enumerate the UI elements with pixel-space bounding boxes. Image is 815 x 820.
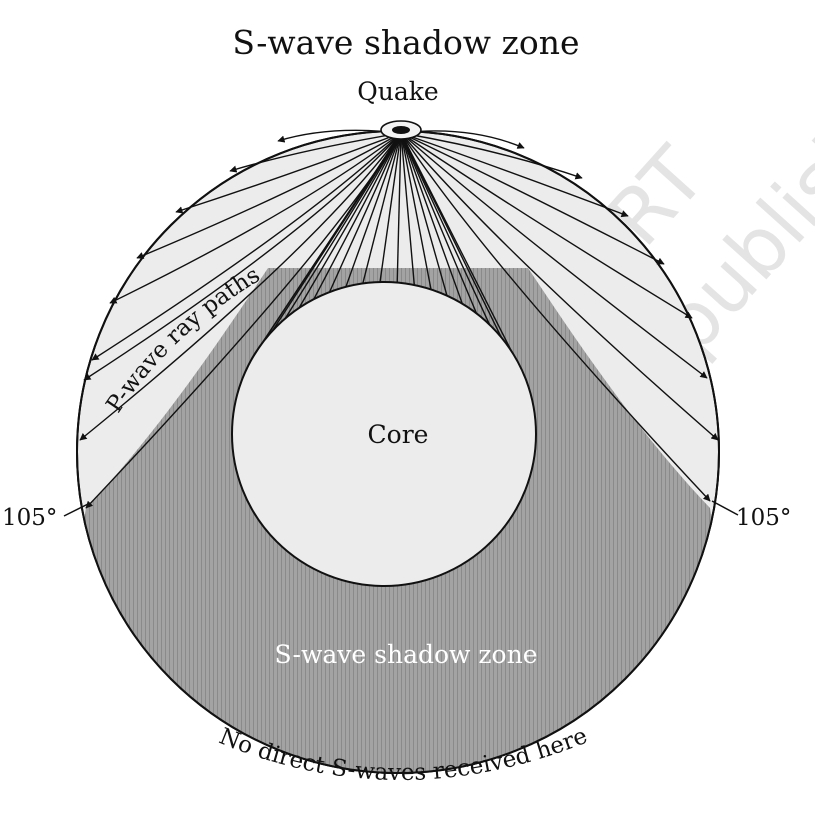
- ray-path-to-core: [328, 132, 402, 293]
- ray-path-arrow-12: [400, 132, 629, 218]
- ray-path-to-core: [400, 132, 448, 296]
- ray-path-to-core: [400, 132, 432, 290]
- ray-path-to-core: [400, 132, 463, 304]
- core: [231, 281, 537, 587]
- ray-path-arrow-6: [91, 132, 402, 361]
- ray-path-arrow-17: [400, 132, 711, 502]
- shadow-zone-label: S-wave shadow zone: [274, 640, 537, 669]
- ray-path-to-core: [313, 132, 402, 300]
- ray-path-arrow-15: [400, 132, 708, 379]
- ray-path-to-core: [400, 132, 513, 352]
- ray-path-arrow-11: [400, 132, 583, 180]
- ray-path-arrow-13: [400, 132, 665, 265]
- left-105-pointer: [63, 503, 89, 517]
- ray-path-to-core: [396, 132, 402, 283]
- left-105-degree-label: 105°: [2, 505, 57, 531]
- right-105-pointer: [711, 500, 739, 516]
- ray-path-to-core: [379, 132, 402, 283]
- ray-path-arrow-14: [400, 132, 693, 319]
- ray-path-to-core: [345, 132, 402, 288]
- p-wave-ray-paths: [79, 129, 719, 509]
- ray-path-arrow-16: [400, 132, 719, 441]
- ray-path-to-core: [284, 132, 402, 319]
- diagram-title: S-wave shadow zone: [232, 23, 579, 62]
- core-label: Core: [368, 420, 429, 449]
- ray-path-to-core: [400, 132, 491, 325]
- right-105-degree-label: 105°: [736, 505, 791, 531]
- ray-path-to-core: [298, 132, 402, 309]
- ray-path-arrow-7: [83, 132, 402, 381]
- quake-focus-icon: [380, 120, 422, 140]
- ray-path-to-core: [400, 132, 415, 286]
- ray-path-arrow-4: [136, 132, 402, 259]
- ray-path-arrow-5: [109, 132, 402, 304]
- quake-label: Quake: [357, 77, 438, 106]
- ray-path-to-core: [272, 132, 402, 331]
- ray-path-to-core: [362, 132, 402, 284]
- ray-path-to-core: [400, 132, 478, 314]
- ray-path-arrow-8: [79, 132, 402, 441]
- ray-path-arrow-3: [175, 132, 402, 214]
- ray-path-arrow-2: [229, 132, 402, 173]
